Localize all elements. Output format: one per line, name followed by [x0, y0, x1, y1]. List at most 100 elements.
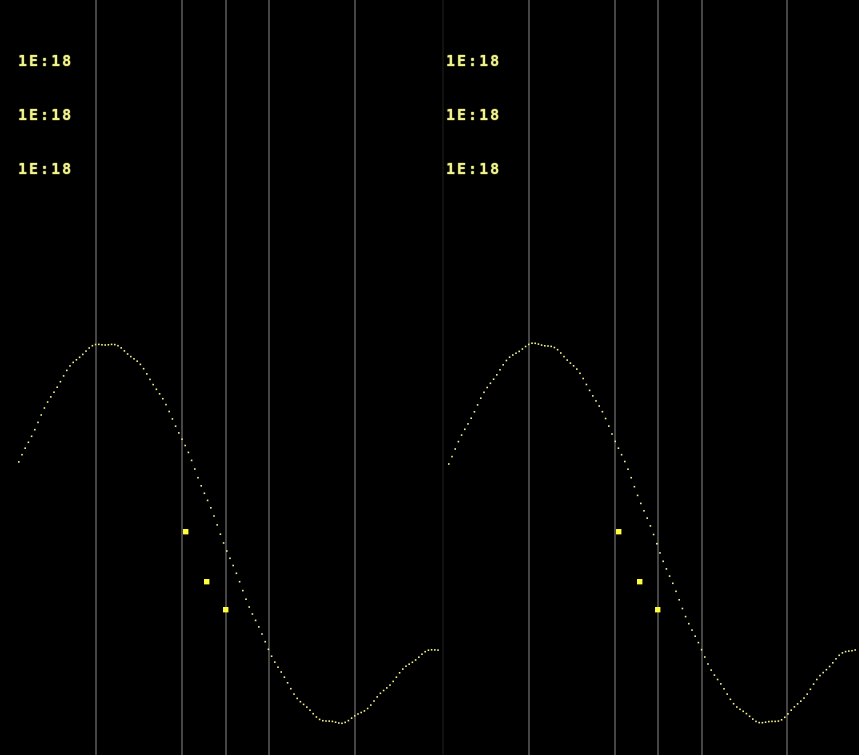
trace-dot [569, 362, 572, 364]
trace-dot [835, 658, 837, 660]
trace-dot [518, 350, 520, 353]
trace-dot [524, 345, 527, 348]
trace-dot [790, 709, 792, 711]
trace-dot [691, 629, 693, 631]
trace-dot [411, 661, 414, 664]
trace-dot [566, 359, 568, 361]
trace-dot [331, 720, 334, 723]
trace-dot [713, 674, 716, 676]
trace-dot [130, 355, 132, 358]
trace-dot [480, 397, 482, 399]
trace-dot [598, 405, 600, 407]
trace-dot [34, 428, 36, 431]
trace-dot [357, 713, 359, 715]
trace-dot [178, 432, 180, 434]
trace-dot [752, 718, 754, 720]
trace-dot [171, 418, 174, 420]
trace-dot [200, 485, 202, 487]
trace-dot [360, 711, 362, 714]
trace-dot [464, 428, 466, 431]
trace-dot [777, 720, 780, 722]
trace-dot [229, 557, 231, 560]
trace-dot [437, 649, 439, 651]
trace-dot [344, 721, 346, 724]
trace-dot [534, 342, 536, 345]
trace-dot [213, 515, 215, 517]
trace-dot [473, 411, 476, 413]
trace-dot [496, 374, 498, 376]
trace-dot [226, 550, 228, 552]
trace-dot [784, 716, 786, 719]
trace-dot [768, 720, 770, 723]
trace-dot [793, 706, 796, 708]
trace-dot [139, 363, 142, 366]
trace-dot [382, 689, 385, 692]
trace-dot [540, 344, 543, 346]
trace-dot [483, 391, 485, 394]
trace-dot [460, 434, 463, 436]
trace-dot [50, 396, 52, 398]
trace-dot [476, 404, 479, 406]
trace-dot [267, 648, 270, 651]
trace-dot [803, 697, 805, 699]
trace-dot [528, 343, 530, 346]
trace-dot [306, 706, 308, 708]
trace-dot [402, 668, 404, 670]
trace-dot [69, 365, 71, 367]
trace-dot [787, 713, 789, 715]
trace-dot [662, 560, 664, 563]
trace-dot [710, 669, 712, 671]
trace-dot [656, 542, 658, 545]
trace-dot [245, 598, 247, 600]
trace-dot [640, 502, 642, 505]
trace-dot [398, 672, 401, 674]
trace-dot [828, 665, 831, 668]
trace-dot [659, 552, 661, 554]
trace-dot [547, 345, 549, 347]
trace-dot [515, 352, 517, 354]
trace-dot [604, 417, 607, 420]
trace-dot [764, 721, 767, 723]
trace-dot [627, 468, 629, 470]
trace-dot [66, 369, 68, 372]
trace-dot [851, 649, 853, 652]
trace-dot [854, 649, 856, 651]
trace-dot [98, 343, 100, 346]
trace-dot [643, 510, 645, 512]
trace-dot [726, 693, 728, 695]
trace-dot [277, 666, 279, 668]
trace-dot [107, 344, 110, 346]
trace-dot [37, 421, 39, 424]
trace-dot [675, 590, 677, 593]
trace-dot [238, 580, 241, 583]
trace-marker: ■ [637, 577, 643, 587]
trace-dot [117, 344, 119, 347]
trace-dot [427, 649, 430, 651]
trace-dot [723, 688, 725, 690]
trace-dot [585, 383, 588, 386]
trace-dot [190, 459, 193, 462]
trace-dot [451, 455, 453, 458]
readout-line: 1E:18 [18, 106, 74, 124]
trace-dot [704, 656, 706, 658]
trace-dot [46, 401, 49, 403]
trace-dot [636, 494, 639, 497]
trace-dot [206, 499, 209, 502]
trace-dot [251, 613, 254, 615]
trace-dot [94, 343, 97, 346]
trace-dot [454, 448, 456, 450]
trace-dot [408, 663, 410, 665]
trace-dot [293, 693, 295, 695]
trace-dot [521, 348, 524, 350]
trace-dot [825, 668, 828, 671]
trace-dot [633, 485, 636, 488]
trace-dot [739, 708, 741, 711]
trace-dot [832, 662, 834, 664]
trace-dot [18, 461, 20, 463]
trace-dot [761, 721, 764, 724]
trace-dot [418, 656, 420, 658]
trace-dot [302, 703, 305, 706]
trace-dot [537, 343, 540, 345]
trace-dot [758, 721, 760, 724]
trace-dot [168, 410, 170, 413]
